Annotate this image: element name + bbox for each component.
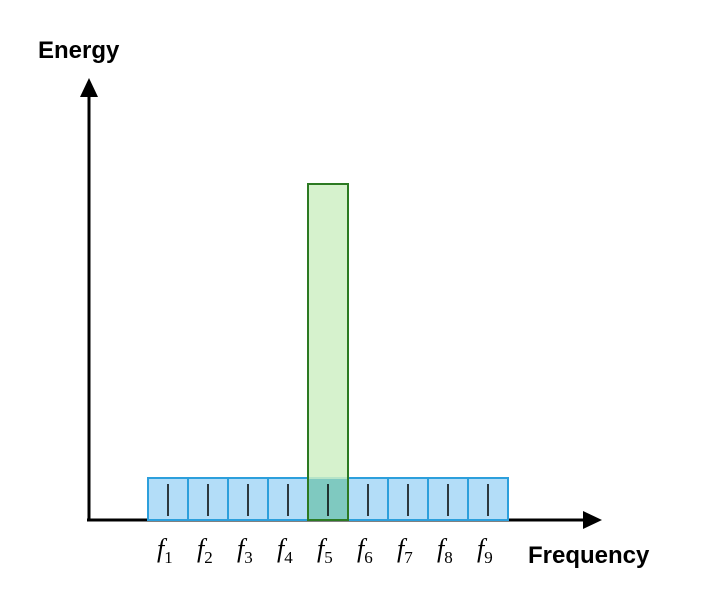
tick-labels-group: f1 f2 f3 f4 f5 f6 f7 f8 f9 <box>157 534 493 567</box>
x-tick-label-6: f6 <box>357 534 373 567</box>
x-tick-label-8: f8 <box>437 534 453 567</box>
x-tick-label-3: f3 <box>237 534 253 567</box>
bars-group <box>147 183 509 521</box>
x-tick-label-1: f1 <box>157 534 173 567</box>
x-axis-arrow <box>583 511 602 529</box>
peak-bar-5 <box>307 183 349 521</box>
x-tick-label-9: f9 <box>477 534 493 567</box>
y-axis-title: Energy <box>38 37 120 64</box>
x-tick-label-4: f4 <box>277 534 293 567</box>
x-tick-label-7: f7 <box>397 534 413 567</box>
x-axis-title: Frequency <box>528 542 650 569</box>
x-tick-label-5: f5 <box>317 534 333 567</box>
y-axis-arrow <box>80 78 98 97</box>
x-tick-label-2: f2 <box>197 534 213 567</box>
